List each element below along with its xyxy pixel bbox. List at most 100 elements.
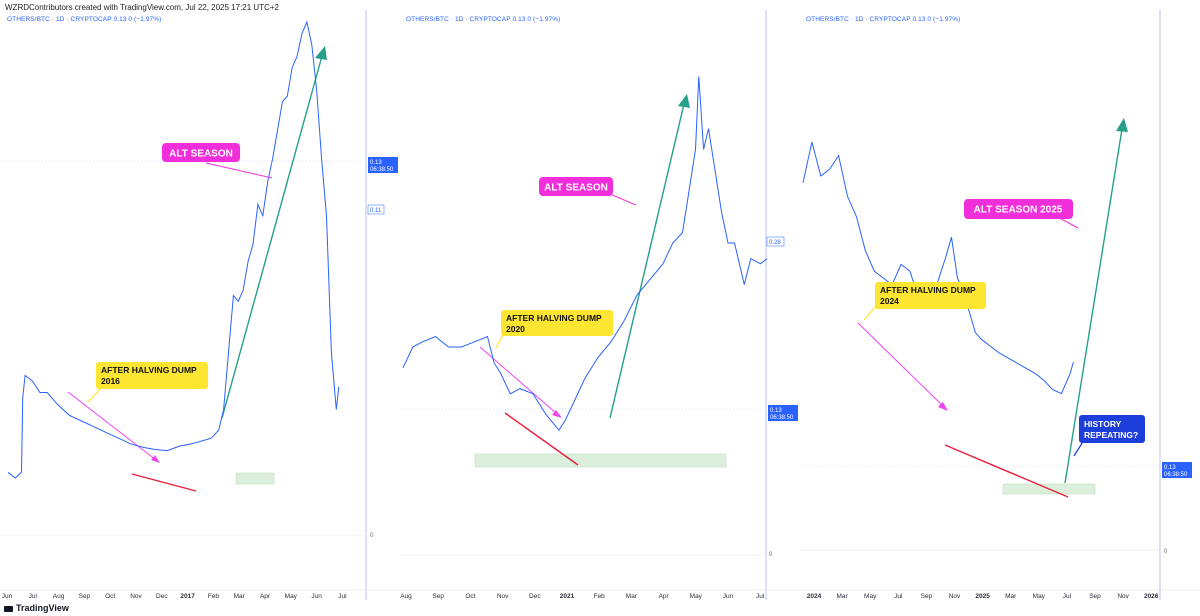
dump-callout-pointer [863, 305, 877, 321]
trend-line [131, 473, 197, 492]
season-label-box [964, 199, 1073, 219]
x-tick-label: Sep [1089, 593, 1101, 600]
price-tag-prev [766, 236, 785, 247]
x-tick-label: Feb [208, 593, 220, 600]
x-axis-ticks: 2024 Mar May Jul Sep Nov 2025 Mar May Jul Sep Nov 20… [807, 593, 1159, 600]
x-tick-label: Nov [130, 593, 142, 600]
x-tick-label: Feb [594, 593, 606, 600]
price-tag-last [1162, 462, 1192, 478]
x-tick-label: 2026 [1144, 593, 1159, 600]
x-tick-label: Dec [156, 593, 168, 600]
chart-2024: ALT SEASON 2025 AFTER HALVING DUMP 2024 … [800, 10, 1200, 600]
chart-2016: ALT SEASON AFTER HALVING DUMP 2016 0.13 … [0, 10, 400, 600]
chart-title: OTHERS/BTC · 1D · CRYPTOCAP 0.13 0 (−1.9… [806, 16, 961, 23]
price-tag-last-value: 0.13 [370, 160, 382, 166]
x-tick-label: Mar [1005, 593, 1017, 600]
x-tick-label: Oct [105, 593, 115, 600]
season-callout-pointer [205, 162, 273, 179]
x-tick-label: May [285, 593, 298, 600]
price-tag-countdown: 06:38:50 [1164, 472, 1188, 478]
chart-panel-2024: OTHERS/BTC · 1D · CRYPTOCAP 0.13 0 (−1.9… [800, 0, 1200, 616]
x-tick-label: Aug [53, 593, 65, 600]
price-tag-prev-value: 0.11 [370, 208, 382, 214]
x-tick-label: Nov [497, 593, 509, 600]
repeat-label-line2: REPEATING? [1084, 430, 1138, 440]
price-tag-countdown: 06:38:50 [770, 415, 794, 421]
price-tag-last [368, 157, 398, 173]
dump-label-line2: 2016 [101, 376, 120, 386]
season-label: ALT SEASON [544, 183, 608, 194]
x-tick-label: Mar [234, 593, 246, 600]
dump-arrow-head [552, 410, 562, 418]
price-tag-last-value: 0.13 [770, 408, 782, 414]
chart-title: OTHERS/BTC · 1D · CRYPTOCAP 0.13 0 (−1.9… [406, 16, 561, 23]
tradingview-logo-icon [4, 605, 13, 612]
dump-label-box [875, 282, 986, 309]
dump-arrow [67, 391, 157, 461]
dump-arrow-head [151, 455, 160, 463]
series-line [7, 20, 340, 479]
repeat-label-box [1079, 415, 1145, 443]
x-tick-label: 2021 [560, 593, 575, 600]
dump-arrow [857, 322, 944, 407]
x-tick-label: Apr [659, 593, 670, 600]
x-tick-label: Jul [29, 593, 38, 600]
chart-2020: ALT SEASON AFTER HALVING DUMP 2020 0.13 … [400, 10, 800, 600]
dump-label-line2: 2020 [506, 324, 525, 334]
x-tick-label: 2024 [807, 593, 822, 600]
series-line [802, 141, 1074, 395]
season-arrow-head [1116, 118, 1128, 132]
x-tick-label: May [864, 593, 877, 600]
chart-credit: WZRDContributors created with TradingVie… [5, 3, 279, 12]
season-arrow [221, 55, 323, 419]
x-tick-label: Oct [465, 593, 475, 600]
x-tick-label: Jun [311, 593, 322, 600]
dump-label-line2: 2024 [880, 296, 899, 306]
dump-label-line1: AFTER HALVING DUMP [506, 313, 602, 323]
x-tick-label: May [1033, 593, 1046, 600]
price-tag-countdown: 06:38:50 [370, 167, 394, 173]
price-tag-last [768, 405, 798, 421]
season-arrow-head [315, 46, 327, 60]
x-tick-label: Aug [400, 593, 412, 600]
trend-line [944, 444, 1069, 498]
trend-line [504, 412, 579, 466]
zero-axis-label: 0 [1164, 549, 1168, 555]
price-tag-prev-value: 0.28 [769, 240, 781, 246]
season-arrow-head [678, 94, 690, 108]
x-tick-label: Mar [836, 593, 848, 600]
chart-title: OTHERS/BTC · 1D · CRYPTOCAP 0.13 0 (−1.9… [7, 16, 162, 23]
x-tick-label: Jun [723, 593, 734, 600]
chart-panel-2020: OTHERS/BTC · 1D · CRYPTOCAP 0.13 0 (−1.9… [400, 0, 800, 616]
zero-axis-label: 0 [370, 533, 374, 539]
x-tick-label: 2017 [180, 593, 195, 600]
x-tick-label: Jun [2, 593, 13, 600]
dump-label-box [96, 362, 208, 389]
tradingview-logo: TradingView [4, 603, 69, 613]
accumulation-zone [474, 453, 727, 468]
accumulation-zone [235, 472, 275, 485]
repeat-label-line1: HISTORY [1084, 419, 1122, 429]
x-tick-label: Mar [626, 593, 638, 600]
x-tick-label: Sep [921, 593, 933, 600]
dump-arrow-head [938, 402, 948, 411]
x-tick-label: May [690, 593, 703, 600]
dump-arrow [479, 346, 558, 415]
season-arrow [1064, 128, 1123, 484]
x-tick-label: Nov [949, 593, 961, 600]
x-tick-label: Jul [1063, 593, 1072, 600]
chart-panel-2016: OTHERS/BTC · 1D · CRYPTOCAP 0.13 0 (−1.9… [0, 0, 400, 616]
x-tick-label: Jul [894, 593, 903, 600]
x-axis-ticks: Aug Sep Oct Nov Dec 2021 Feb Mar Apr May Jun Jul [400, 593, 765, 600]
x-tick-label: Dec [529, 593, 541, 600]
season-label-box [539, 177, 613, 196]
zero-axis-label: 0 [769, 552, 773, 558]
dump-label-line1: AFTER HALVING DUMP [880, 285, 976, 295]
x-tick-label: Jul [338, 593, 347, 600]
season-label: ALT SEASON 2025 [974, 205, 1063, 216]
x-tick-label: Apr [260, 593, 271, 600]
season-label-box [162, 143, 240, 162]
series-line [402, 76, 768, 432]
dump-label-box [501, 310, 613, 336]
x-tick-label: Jul [756, 593, 765, 600]
